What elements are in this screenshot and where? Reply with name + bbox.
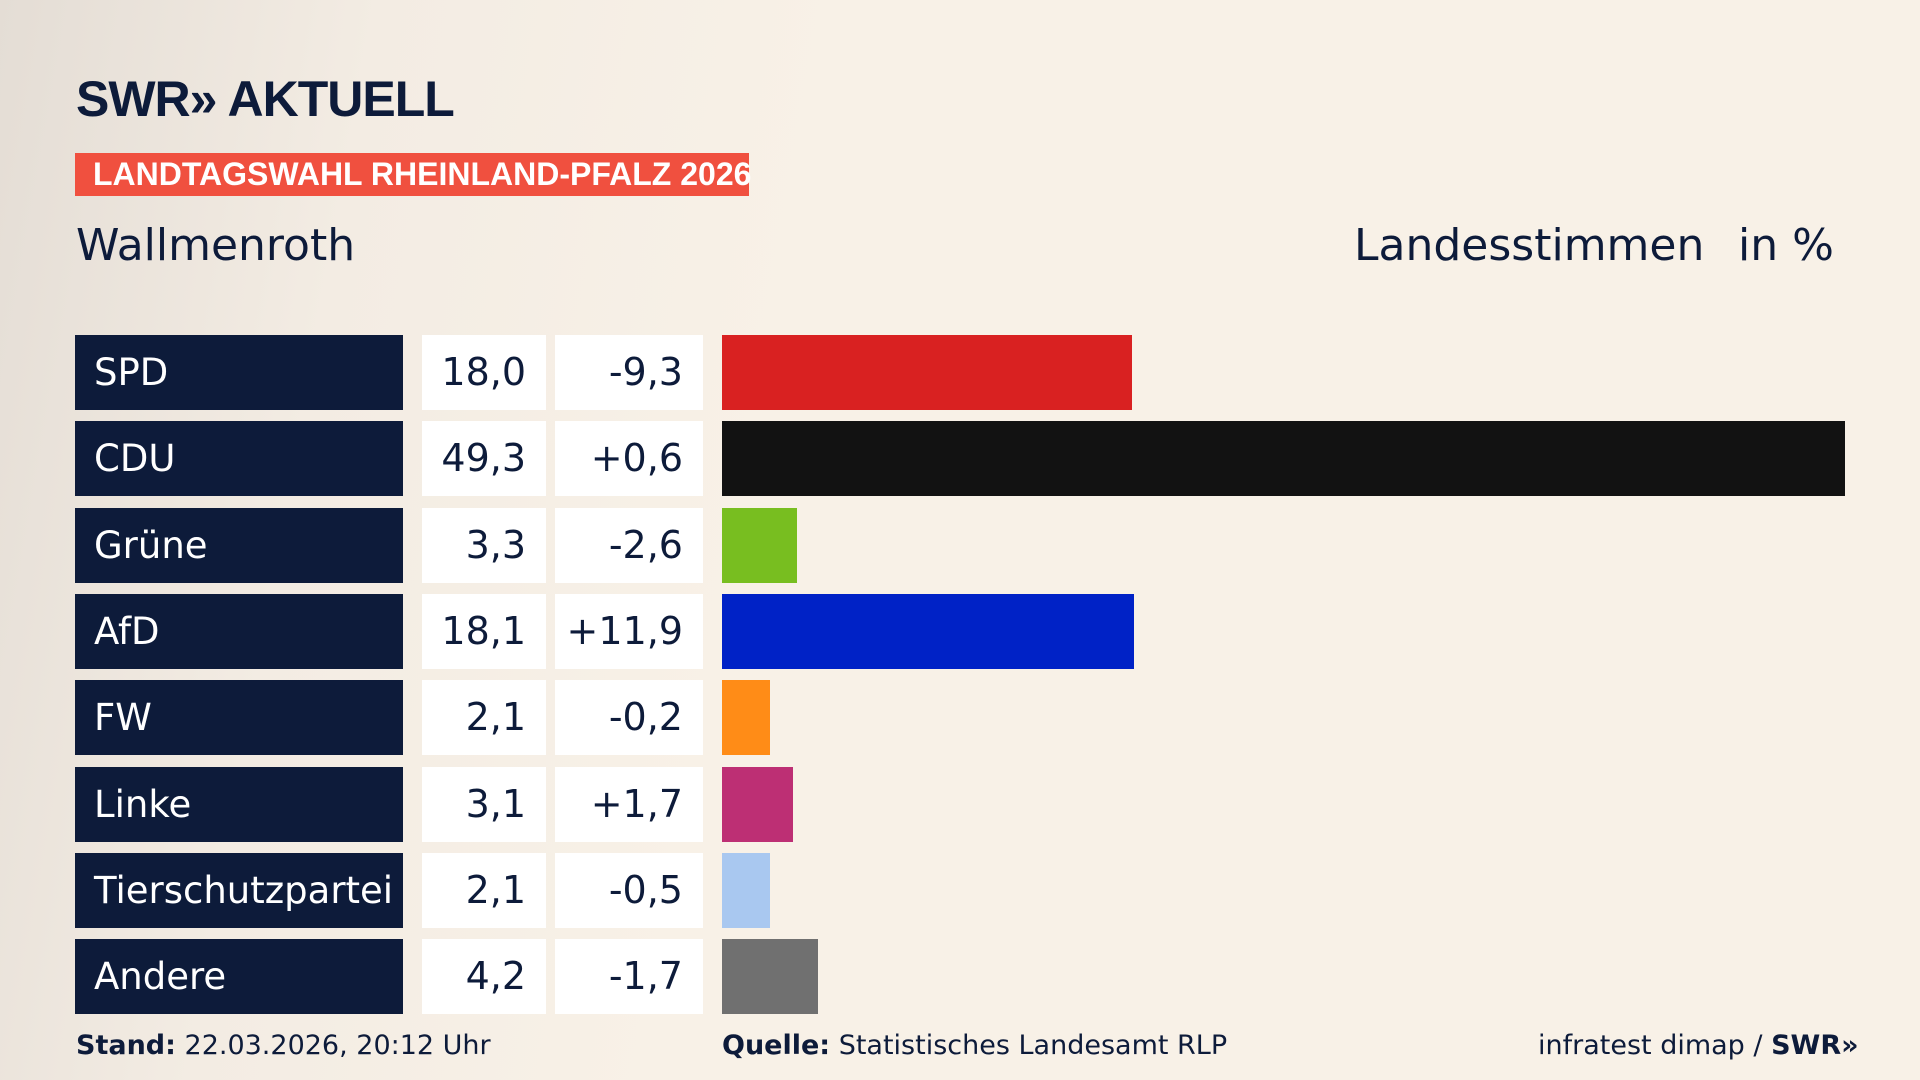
party-bar bbox=[722, 421, 1845, 497]
party-row: Andere 4,2 -1,7 bbox=[0, 939, 1920, 1015]
party-name: Linke bbox=[75, 766, 403, 842]
stand: Stand: 22.03.2026, 20:12 Uhr bbox=[76, 1030, 491, 1061]
party-value: 4,2 bbox=[422, 939, 546, 1015]
election-banner: LANDTAGSWAHL RHEINLAND-PFALZ 2026 bbox=[75, 153, 751, 196]
party-bar bbox=[722, 507, 798, 583]
party-value: 3,1 bbox=[422, 766, 546, 842]
party-name: Tierschutzpartei bbox=[75, 852, 403, 928]
source-value: Statistisches Landesamt RLP bbox=[838, 1030, 1228, 1061]
party-diff: -1,7 bbox=[555, 939, 703, 1015]
party-value: 18,1 bbox=[422, 593, 546, 669]
party-name: SPD bbox=[75, 335, 403, 410]
party-bar bbox=[722, 852, 770, 928]
party-name: Andere bbox=[75, 939, 403, 1015]
credit: infratest dimap / SWR» bbox=[1538, 1030, 1859, 1061]
party-value: 49,3 bbox=[422, 421, 546, 497]
party-name: CDU bbox=[75, 421, 403, 497]
party-diff: +1,7 bbox=[555, 766, 703, 842]
party-diff: -0,5 bbox=[555, 852, 703, 928]
stand-value: 22.03.2026, 20:12 Uhr bbox=[184, 1030, 491, 1061]
source: Quelle: Statistisches Landesamt RLP bbox=[722, 1030, 1227, 1061]
party-name: AfD bbox=[75, 593, 403, 669]
party-bar bbox=[722, 593, 1135, 669]
party-row: Grüne 3,3 -2,6 bbox=[0, 507, 1920, 583]
party-diff: -9,3 bbox=[555, 335, 703, 410]
party-bar bbox=[722, 680, 770, 756]
party-row: Tierschutzpartei 2,1 -0,5 bbox=[0, 852, 1920, 928]
party-diff: +0,6 bbox=[555, 421, 703, 497]
party-diff: -2,6 bbox=[555, 507, 703, 583]
party-row: FW 2,1 -0,2 bbox=[0, 680, 1920, 756]
party-value: 3,3 bbox=[422, 507, 546, 583]
place-title: Wallmenroth bbox=[76, 220, 356, 271]
credit-text: infratest dimap / bbox=[1538, 1030, 1772, 1061]
party-value: 2,1 bbox=[422, 852, 546, 928]
party-bar bbox=[722, 939, 818, 1015]
party-name: Grüne bbox=[75, 507, 403, 583]
party-row: AfD 18,1 +11,9 bbox=[0, 593, 1920, 669]
party-diff: +11,9 bbox=[555, 593, 703, 669]
party-bar bbox=[722, 766, 793, 842]
measure-label: Landesstimmen bbox=[1354, 220, 1705, 271]
party-bar bbox=[722, 335, 1133, 410]
party-row: CDU 49,3 +0,6 bbox=[0, 421, 1920, 497]
party-row: SPD 18,0 -9,3 bbox=[0, 335, 1920, 410]
swr-logo: SWR» bbox=[1771, 1030, 1859, 1061]
unit-label: in % bbox=[1738, 220, 1834, 271]
stand-label: Stand: bbox=[76, 1030, 176, 1061]
source-label: Quelle: bbox=[722, 1030, 831, 1061]
party-value: 2,1 bbox=[422, 680, 546, 756]
party-value: 18,0 bbox=[422, 335, 546, 410]
party-diff: -0,2 bbox=[555, 680, 703, 756]
party-name: FW bbox=[75, 680, 403, 756]
swr-aktuell-logo: SWR» AKTUELL bbox=[76, 71, 455, 127]
party-row: Linke 3,1 +1,7 bbox=[0, 766, 1920, 842]
